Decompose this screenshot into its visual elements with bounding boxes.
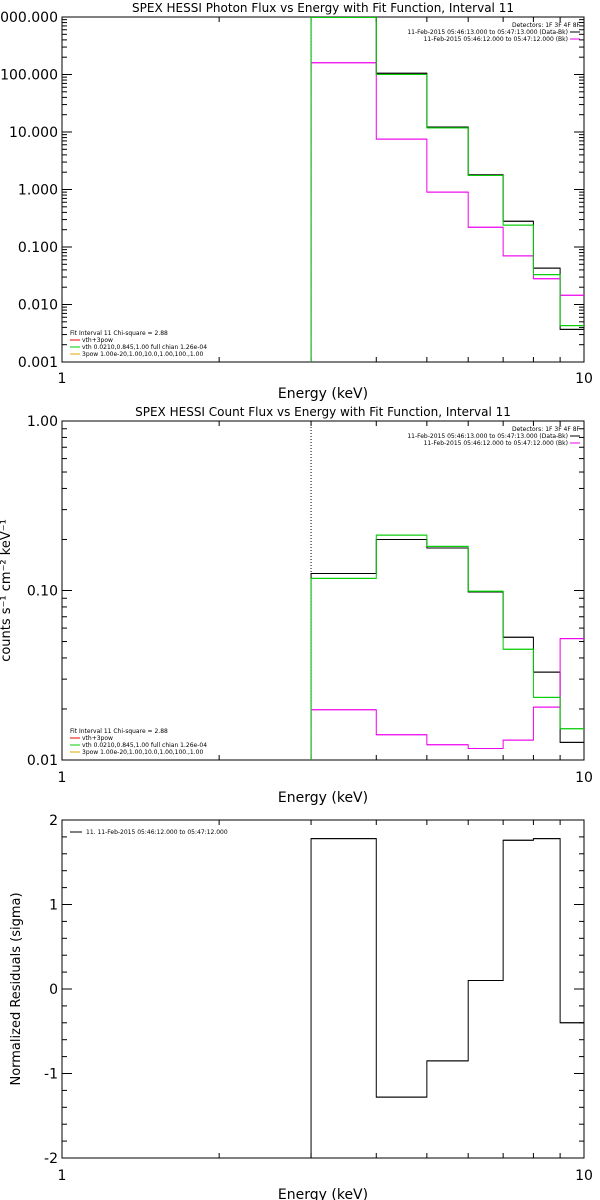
x-axis-label: Energy (keV) (278, 1187, 368, 1200)
legend-top: 11. 11-Feb-2015 05:46:12.000 to 05:47:12… (70, 829, 228, 836)
series-data-line (310, 16, 584, 362)
x-axis-label: Energy (keV) (278, 790, 368, 806)
legend-entry-label: 11-Feb-2015 05:46:12.000 to 05:47:12.000… (424, 440, 568, 447)
y-tick-label: 10.000 (9, 125, 58, 141)
series-bk (310, 638, 584, 760)
legend-entry-label: 11. 11-Feb-2015 05:46:12.000 to 05:47:12… (86, 829, 228, 836)
y-tick-label: 2 (49, 813, 58, 829)
series-fit-line (310, 17, 584, 362)
series-bk (310, 62, 584, 362)
legend-entry-label: vth+3pow (82, 337, 113, 344)
chart-title: SPEX HESSI Count Flux vs Energy with Fit… (135, 405, 511, 419)
legend-bottom: Fit Interval 11 Chi-square = 2.88vth+3po… (70, 330, 207, 358)
series-bk-line (310, 638, 584, 760)
y-tick-label: 100.000 (0, 68, 58, 84)
y-tick-label: 1.00 (27, 414, 58, 430)
x-tick-label: 10 (575, 1168, 593, 1184)
chart-panel-3: -2 -1 0 1 2 1 10 Energy (keV) Normalized Residua… (9, 813, 593, 1200)
series-bk-line (310, 62, 584, 362)
legend-entry-label: 11-Feb-2015 05:46:13.000 to 05:47:13.000… (407, 433, 568, 440)
legend-header: Fit Interval 11 Chi-square = 2.88 (70, 330, 168, 337)
legend-entry-label: vth 0.0210,0.845,1.00 full chian 1.26e-0… (82, 742, 207, 749)
y-tick-label: -1 (44, 1067, 58, 1083)
x-tick-label: 1 (58, 770, 67, 786)
series-resid (310, 838, 584, 1158)
legend-header: Detectors: 1F 3F 4F 8F (512, 22, 581, 29)
legend-header: Detectors: 1F 3F 4F 8F (512, 426, 581, 433)
legend-entry-label: 3pow 1.00e-20,1.00,10.0,1.00,100.,1.00 (82, 351, 203, 358)
y-tick-label: -2 (44, 1151, 58, 1167)
x-tick-label: 10 (575, 371, 593, 387)
y-tick-label: 0.010 (18, 298, 58, 314)
series-resid-line (310, 838, 584, 1158)
series-fit (310, 17, 584, 362)
y-tick-label: 1.000 (18, 183, 58, 199)
y-tick-label: 0.100 (18, 240, 58, 256)
y-axis-label: counts s⁻¹ cm⁻² keV⁻¹ (0, 519, 14, 662)
y-tick-label: 000.000 (0, 10, 58, 26)
chart-panel-2: 0.01 0.10 1.00 1 10 SPEX HESSI Count Flux vs … (0, 405, 593, 806)
x-axis-label: Energy (keV) (278, 386, 368, 402)
series-fit (310, 534, 584, 760)
y-tick-label: 0.10 (27, 584, 58, 600)
chart-panel-1: 0.001 0.010 0.100 1.000 10.000 100.000 000.000… (0, 1, 593, 402)
y-tick-label: 0.001 (18, 355, 58, 371)
legend-entry-label: 3pow 1.00e-20,1.00,10.0,1.00,100.,1.00 (82, 749, 203, 756)
series-fit-line (310, 534, 584, 760)
x-tick-label: 1 (58, 1168, 67, 1184)
y-tick-label: 0 (49, 982, 58, 998)
legend-entry-label: vth+3pow (82, 735, 113, 742)
x-tick-label: 10 (575, 770, 593, 786)
legend-header: Fit Interval 11 Chi-square = 2.88 (70, 728, 168, 735)
chart-title: SPEX HESSI Photon Flux vs Energy with Fi… (132, 1, 514, 15)
legend-entry-label: vth 0.0210,0.845,1.00 full chian 1.26e-0… (82, 344, 207, 351)
legend-entry-label: 11-Feb-2015 05:46:12.000 to 05:47:12.000… (424, 36, 568, 43)
y-axis-label: Normalized Residuals (sigma) (9, 892, 24, 1085)
series-data (310, 538, 584, 760)
y-tick-label: 0.01 (27, 753, 58, 769)
series-data-line (310, 538, 584, 760)
y-tick-label: 1 (49, 898, 58, 914)
legend-bottom: Fit Interval 11 Chi-square = 2.88vth+3po… (70, 728, 207, 756)
plot-frame (61, 819, 585, 1159)
plot-frame (61, 16, 585, 363)
plot-frame (61, 420, 585, 761)
series-data (310, 16, 584, 362)
legend-entry-label: 11-Feb-2015 05:46:13.000 to 05:47:13.000… (407, 29, 568, 36)
x-tick-label: 1 (58, 371, 67, 387)
